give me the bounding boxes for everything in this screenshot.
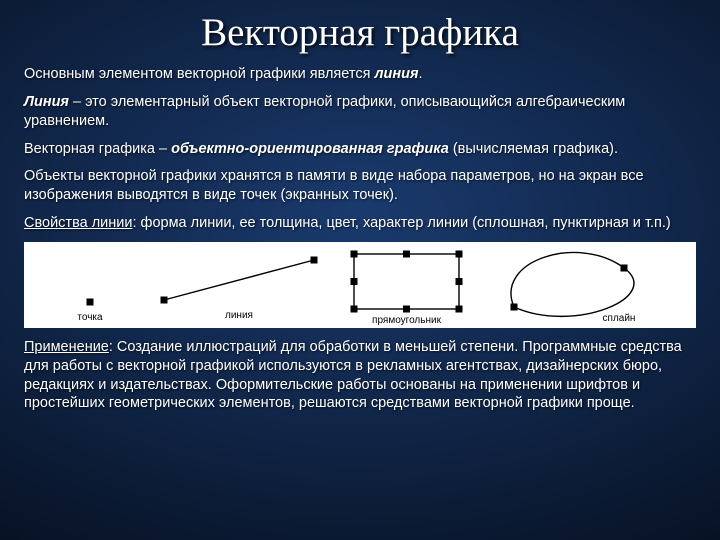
paragraph-3: Векторная графика – объектно-ориентирова…	[24, 140, 696, 159]
svg-text:прямоугольник: прямоугольник	[372, 315, 442, 326]
p1-post: .	[419, 66, 423, 82]
p5-underline: Свойства линии	[24, 215, 132, 231]
paragraph-4: Объекты векторной графики хранятся в пам…	[24, 167, 696, 205]
svg-text:линия: линия	[225, 310, 253, 321]
paragraph-5: Свойства линии: форма линии, ее толщина,…	[24, 214, 696, 233]
paragraph-1: Основным элементом векторной графики явл…	[24, 65, 696, 84]
slide: Векторная графика Основным элементом век…	[0, 0, 720, 540]
svg-text:точка: точка	[77, 312, 103, 323]
paragraph-6: Применение: Создание иллюстраций для обр…	[24, 338, 696, 413]
vector-primitives-figure: точка линия прямоугольник сплайн	[24, 242, 696, 328]
slide-body: Основным элементом векторной графики явл…	[24, 65, 696, 413]
slide-title: Векторная графика	[24, 10, 696, 55]
p6-underline: Применение	[24, 339, 109, 355]
p1-pre: Основным элементом векторной графики явл…	[24, 66, 374, 82]
p6-post: : Создание иллюстраций для обработки в м…	[24, 339, 682, 412]
p1-em: линия	[374, 66, 418, 82]
paragraph-2: Линия – это элементарный объект векторно…	[24, 93, 696, 131]
p5-post: : форма линии, ее толщина, цвет, характе…	[132, 215, 670, 231]
p2-em: Линия	[24, 94, 69, 110]
figure-panel: точка линия прямоугольник сплайн	[24, 242, 696, 328]
svg-text:сплайн: сплайн	[603, 313, 636, 324]
p3-post: (вычисляемая графика).	[453, 141, 618, 157]
p3-em: объектно-ориентированная графика	[171, 141, 453, 157]
p3-pre: Векторная графика –	[24, 141, 171, 157]
p2-post: – это элементарный объект векторной граф…	[24, 94, 625, 129]
